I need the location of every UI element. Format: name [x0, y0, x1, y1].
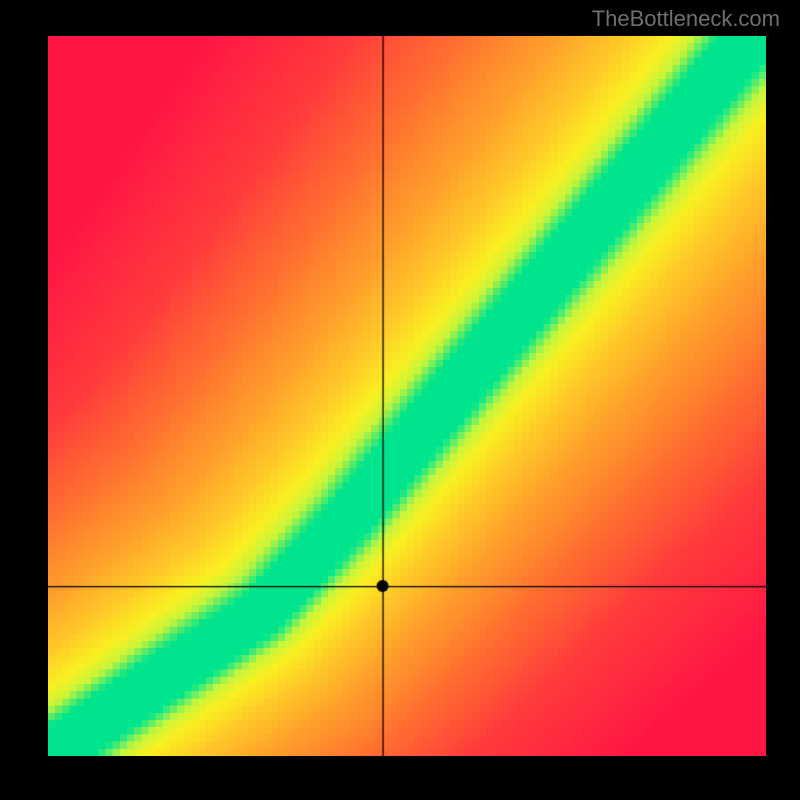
bottleneck-heatmap	[48, 36, 766, 756]
watermark-text: TheBottleneck.com	[592, 6, 780, 32]
chart-stage: TheBottleneck.com	[0, 0, 800, 800]
